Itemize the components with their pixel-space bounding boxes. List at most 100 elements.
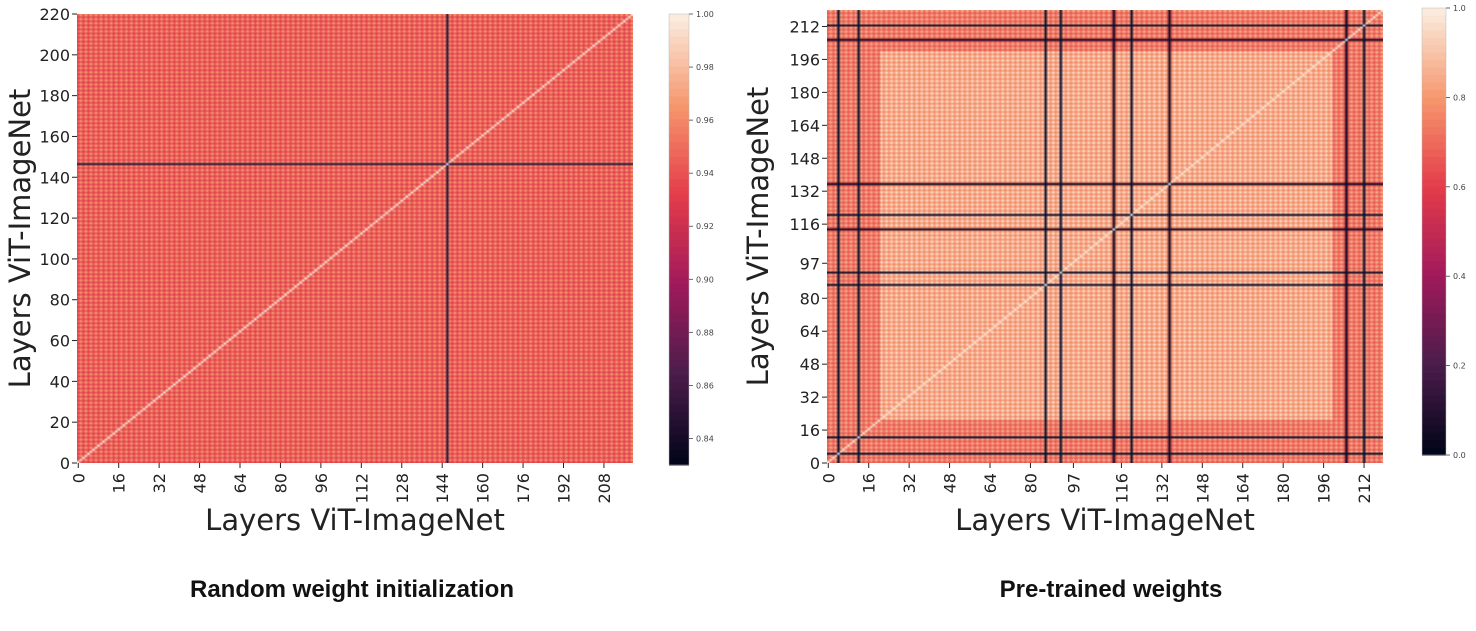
colorbar-segment [669, 299, 689, 308]
colorbar-segment [669, 419, 689, 429]
colorbar-segment [1422, 149, 1446, 158]
colorbar-segment [1422, 67, 1446, 76]
colorbar-segment [1422, 261, 1446, 270]
caption-pretrained: Pre-trained weights [999, 576, 1223, 603]
colorbar-segment [669, 457, 689, 466]
x-tick-label: 176 [514, 473, 533, 504]
y-axis-label: Layers ViT-ImageNet [3, 89, 37, 389]
y-tick-label: 196 [789, 50, 820, 69]
colorbar-segment [1422, 112, 1446, 121]
colorbar-segment [669, 171, 689, 180]
colorbar-segment [669, 449, 689, 459]
colorbar-segment [1422, 119, 1446, 128]
colorbar-segment [669, 337, 689, 346]
colorbar-segment [1422, 395, 1446, 404]
x-tick-label: 192 [555, 473, 574, 504]
colorbar-segment [669, 96, 689, 105]
colorbar-segment [669, 359, 689, 368]
colorbar-segment [1422, 373, 1446, 382]
colorbar-segment [1422, 75, 1446, 84]
colorbar-segment [1422, 253, 1446, 262]
colorbar-segment [669, 224, 689, 233]
colorbar-segment [669, 314, 689, 323]
colorbar-segment [1422, 127, 1446, 136]
y-tick-label: 40 [50, 372, 70, 391]
heatmap-chart-pretrained: 0 16 32 48 64 80 97 116 132 148 164 180 196 212 0 16 32 4… [741, 4, 1466, 537]
colorbar-segment [1422, 343, 1446, 352]
x-tick-label: 180 [1274, 473, 1293, 504]
y-tick-label: 0 [810, 454, 820, 473]
y-tick-label: 97 [800, 254, 820, 273]
y-tick-label: 48 [800, 355, 820, 374]
x-tick-label: 16 [860, 473, 879, 493]
colorbar-segment [669, 201, 689, 211]
y-tick-label: 20 [50, 413, 70, 432]
y-tick-label: 132 [789, 182, 820, 201]
heatmap-cells [827, 10, 1383, 463]
colorbar-frame [668, 13, 690, 466]
y-tick-label: 220 [39, 5, 70, 24]
heatmap-chart-random-init: 0 16 32 48 64 80 96 112 128 144 160 176 192 208 0 20 40 6… [3, 5, 714, 537]
colorbar-tick-label: 1.0 [1453, 4, 1466, 13]
colorbar-segment [1422, 238, 1446, 247]
colorbar-segment [1422, 52, 1446, 61]
colorbar-segment [669, 134, 689, 143]
x-tick-label: 48 [191, 473, 210, 493]
y-tick-label: 180 [789, 83, 820, 102]
colorbar-tick-label: 0.84 [696, 434, 714, 443]
colorbar-segment [1422, 276, 1446, 285]
colorbar-segment [1422, 134, 1446, 143]
colorbar-segment [1422, 201, 1446, 210]
colorbar-segment [669, 209, 689, 218]
colorbar-segment [669, 239, 689, 248]
x-tick-label: 16 [110, 473, 129, 493]
colorbar-segment [669, 44, 689, 53]
colorbar-segment [669, 59, 689, 68]
colorbar-segment [1422, 194, 1446, 203]
colorbar-segment [669, 216, 689, 226]
caption-random-init: Random weight initialization [190, 576, 514, 603]
y-tick-label: 100 [39, 250, 70, 269]
x-tick-label: 0 [69, 473, 88, 483]
colorbar-segment [669, 344, 689, 353]
colorbar-segment [669, 81, 689, 90]
x-axis-label: Layers ViT-ImageNet [205, 503, 505, 537]
colorbar-segment [1422, 142, 1446, 151]
x-tick-label: 32 [900, 473, 919, 493]
colorbar-segment [1422, 60, 1446, 69]
colorbar-segment [669, 186, 689, 195]
colorbar-segment [669, 21, 689, 30]
colorbar-segment [1422, 417, 1446, 426]
y-tick-label: 164 [789, 116, 820, 135]
colorbar-segment [1422, 97, 1446, 106]
x-axis-label: Layers ViT-ImageNet [955, 503, 1255, 537]
colorbar-segment [1422, 224, 1446, 233]
colorbar-segment [669, 194, 689, 203]
colorbar-segment [1422, 268, 1446, 277]
colorbar-segment [669, 104, 689, 113]
colorbar-segment [669, 427, 689, 436]
x-tick-label: 80 [271, 473, 290, 493]
colorbar-tick-label: 0.0 [1453, 451, 1466, 460]
colorbar-segment [1422, 30, 1446, 39]
x-tick-label: 64 [981, 473, 1000, 493]
y-tick-label: 64 [800, 322, 820, 341]
colorbar-segment [669, 412, 689, 421]
colorbar-segment [669, 51, 689, 60]
colorbar-segment [1422, 283, 1446, 292]
colorbar-segment [669, 179, 689, 188]
x-tick-label: 96 [312, 473, 331, 493]
colorbar-segment [669, 329, 689, 338]
x-tick-label: 128 [393, 473, 412, 504]
colorbar-segment [1422, 387, 1446, 396]
y-axis-label: Layers ViT-ImageNet [741, 87, 775, 387]
colorbar-tick-label: 0.6 [1453, 183, 1466, 192]
colorbar-segment [1422, 231, 1446, 240]
colorbar-segment [669, 434, 689, 444]
colorbar-segment [1422, 358, 1446, 367]
heatmap-cells [77, 14, 633, 463]
colorbar-segment [1422, 328, 1446, 337]
y-tick-label: 0 [60, 454, 70, 473]
x-tick-label: 196 [1315, 473, 1334, 504]
colorbar-tick-label: 0.4 [1453, 272, 1466, 281]
